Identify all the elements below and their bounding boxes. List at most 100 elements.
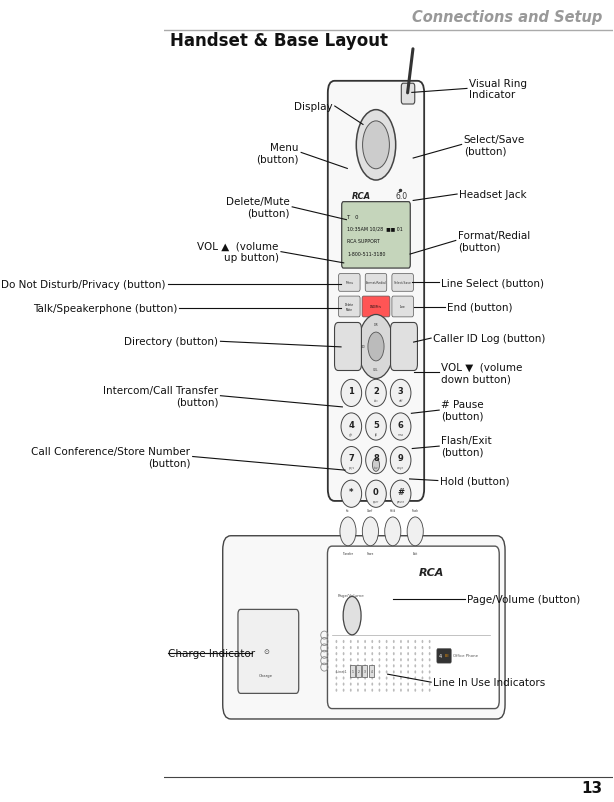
Circle shape bbox=[393, 640, 395, 643]
Text: T   0: T 0 bbox=[347, 215, 359, 220]
Circle shape bbox=[371, 652, 373, 655]
Circle shape bbox=[343, 658, 344, 662]
Circle shape bbox=[379, 683, 380, 686]
Ellipse shape bbox=[391, 480, 411, 508]
Circle shape bbox=[335, 658, 337, 662]
Circle shape bbox=[407, 683, 409, 686]
Text: 2: 2 bbox=[358, 669, 360, 673]
Text: RCA: RCA bbox=[419, 567, 444, 577]
Circle shape bbox=[393, 670, 395, 674]
Circle shape bbox=[343, 683, 344, 686]
Text: #: # bbox=[397, 488, 404, 496]
Circle shape bbox=[364, 658, 366, 662]
Circle shape bbox=[414, 683, 416, 686]
Text: Int: Int bbox=[346, 508, 350, 512]
FancyBboxPatch shape bbox=[350, 666, 355, 677]
FancyBboxPatch shape bbox=[402, 84, 414, 105]
FancyBboxPatch shape bbox=[356, 666, 361, 677]
Text: Directory (button): Directory (button) bbox=[124, 337, 218, 346]
Circle shape bbox=[422, 677, 424, 680]
Circle shape bbox=[422, 658, 424, 662]
Circle shape bbox=[379, 677, 380, 680]
Circle shape bbox=[400, 670, 402, 674]
Text: Intercom/Call Transfer
(button): Intercom/Call Transfer (button) bbox=[103, 386, 218, 407]
FancyBboxPatch shape bbox=[327, 546, 499, 709]
Circle shape bbox=[343, 652, 344, 655]
Text: Handset & Base Layout: Handset & Base Layout bbox=[170, 32, 388, 51]
Circle shape bbox=[350, 652, 352, 655]
Circle shape bbox=[358, 315, 394, 379]
Text: IIII: IIII bbox=[445, 654, 449, 658]
Text: 13: 13 bbox=[581, 780, 603, 796]
Text: 2: 2 bbox=[373, 387, 379, 395]
Text: DIR: DIR bbox=[374, 322, 378, 326]
Ellipse shape bbox=[341, 380, 362, 407]
Circle shape bbox=[343, 677, 344, 680]
Text: 7: 7 bbox=[349, 454, 354, 463]
Circle shape bbox=[357, 677, 359, 680]
Text: Format/Redial: Format/Redial bbox=[365, 282, 386, 286]
Circle shape bbox=[357, 664, 359, 667]
Text: 5: 5 bbox=[373, 420, 379, 429]
Text: Line: Line bbox=[400, 305, 405, 309]
Circle shape bbox=[422, 646, 424, 650]
Text: Select/Save
(button): Select/Save (button) bbox=[464, 135, 525, 156]
Text: 3: 3 bbox=[398, 387, 403, 395]
Text: # Pause
(button): # Pause (button) bbox=[441, 400, 484, 421]
Circle shape bbox=[414, 658, 416, 662]
Circle shape bbox=[429, 689, 430, 692]
Circle shape bbox=[393, 658, 395, 662]
Circle shape bbox=[386, 652, 387, 655]
Text: 1: 1 bbox=[348, 387, 354, 395]
Text: Menu
(button): Menu (button) bbox=[257, 143, 299, 164]
Text: Connections and Setup: Connections and Setup bbox=[413, 10, 603, 25]
Circle shape bbox=[364, 646, 366, 650]
Text: 4: 4 bbox=[370, 669, 372, 673]
Text: Hold (button): Hold (button) bbox=[440, 476, 510, 486]
Text: Caller ID Log (button): Caller ID Log (button) bbox=[433, 334, 546, 343]
Circle shape bbox=[335, 677, 337, 680]
Circle shape bbox=[400, 664, 402, 667]
Ellipse shape bbox=[341, 413, 362, 440]
Circle shape bbox=[429, 677, 430, 680]
Ellipse shape bbox=[366, 413, 386, 440]
Text: 6.0: 6.0 bbox=[396, 192, 408, 200]
Text: tuv: tuv bbox=[374, 466, 378, 470]
Text: Delete/Mute
(button): Delete/Mute (button) bbox=[226, 196, 290, 218]
Text: oper: oper bbox=[373, 500, 379, 504]
FancyBboxPatch shape bbox=[392, 297, 413, 318]
Circle shape bbox=[407, 664, 409, 667]
Circle shape bbox=[357, 683, 359, 686]
Circle shape bbox=[393, 683, 395, 686]
Circle shape bbox=[364, 677, 366, 680]
Circle shape bbox=[335, 670, 337, 674]
Ellipse shape bbox=[391, 380, 411, 407]
Circle shape bbox=[422, 689, 424, 692]
Text: Office Phone: Office Phone bbox=[454, 654, 478, 658]
Circle shape bbox=[335, 646, 337, 650]
Circle shape bbox=[379, 664, 380, 667]
Circle shape bbox=[400, 646, 402, 650]
Circle shape bbox=[429, 683, 430, 686]
Text: VOL: VOL bbox=[373, 367, 379, 371]
Circle shape bbox=[407, 689, 409, 692]
Text: 1: 1 bbox=[352, 669, 354, 673]
Circle shape bbox=[343, 670, 344, 674]
Circle shape bbox=[350, 670, 352, 674]
Ellipse shape bbox=[343, 597, 361, 635]
Circle shape bbox=[371, 670, 373, 674]
Circle shape bbox=[400, 677, 402, 680]
Circle shape bbox=[407, 517, 423, 546]
Circle shape bbox=[364, 664, 366, 667]
Circle shape bbox=[414, 670, 416, 674]
Text: RCA SUPPORT: RCA SUPPORT bbox=[347, 239, 379, 244]
Circle shape bbox=[350, 664, 352, 667]
Text: pqrs: pqrs bbox=[348, 466, 354, 470]
Text: Page/Volume: Page/Volume bbox=[337, 593, 364, 597]
Ellipse shape bbox=[391, 413, 411, 440]
Text: wxyz: wxyz bbox=[397, 466, 404, 470]
Text: Line 1: Line 1 bbox=[336, 669, 347, 673]
Text: Conf: Conf bbox=[367, 508, 373, 512]
Circle shape bbox=[340, 517, 356, 546]
Circle shape bbox=[393, 689, 395, 692]
